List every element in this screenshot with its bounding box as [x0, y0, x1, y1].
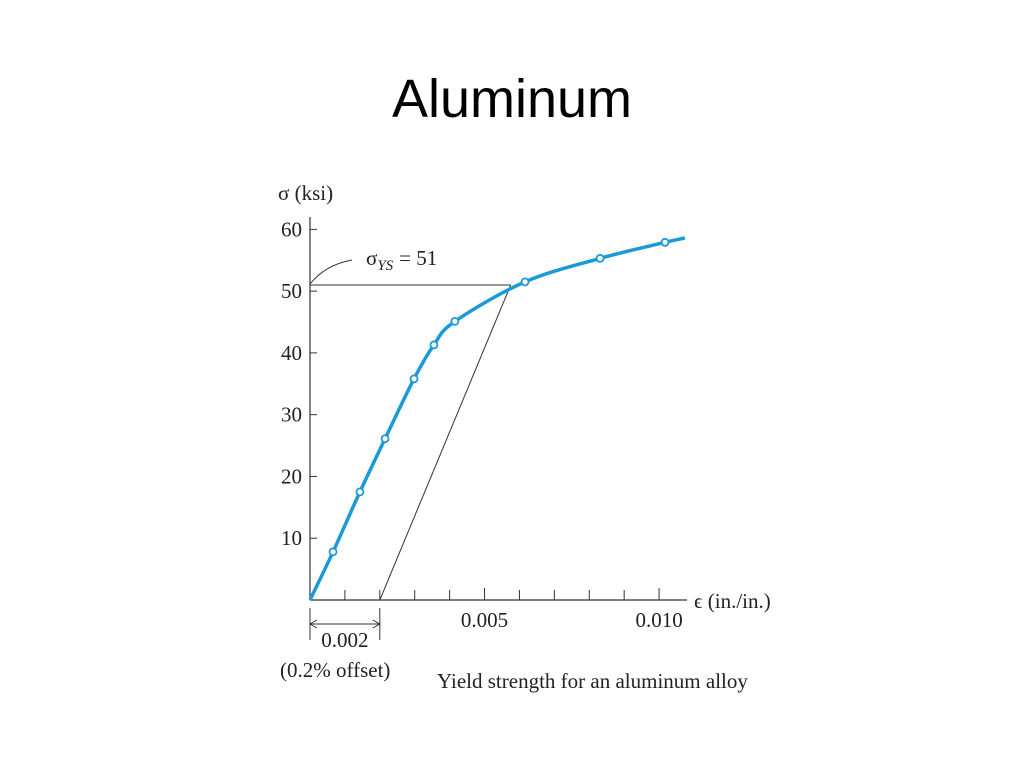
dimension-arrow	[308, 619, 381, 629]
y-tick-label: 40	[281, 341, 302, 365]
x-axis-label: ϵ (in./in.)	[694, 589, 771, 613]
offset-note: (0.2% offset)	[280, 658, 390, 682]
offset-label: 0.002	[321, 628, 368, 652]
yield-symbol: σ	[366, 246, 377, 270]
x-tick-label: 0.010	[635, 608, 682, 632]
yield-annotation: σYS = 51	[366, 246, 437, 274]
y-tick-label: 30	[281, 403, 302, 427]
offset-line	[379, 284, 512, 601]
curve	[308, 236, 686, 601]
slide-title: Aluminum	[392, 69, 632, 129]
data-point	[595, 253, 605, 263]
y-tick-label: 20	[281, 464, 302, 488]
data-point	[409, 374, 419, 384]
annotation-leader	[309, 259, 353, 285]
x-tick-label: 0.005	[461, 608, 508, 632]
data-point	[660, 237, 670, 247]
caption: Yield strength for an aluminum alloy	[437, 669, 748, 693]
data-point	[328, 547, 338, 557]
yield-text: = 51	[399, 246, 437, 270]
data-point	[429, 340, 439, 350]
yield-subscript: YS	[377, 258, 393, 274]
y-axis-label: σ (ksi)	[278, 181, 333, 205]
data-point	[380, 434, 390, 444]
y-tick-label: 60	[281, 217, 302, 241]
data-point	[520, 277, 530, 287]
data-point	[450, 316, 460, 326]
data-point	[355, 487, 365, 497]
y-tick-label: 50	[281, 279, 302, 303]
y-tick-label: 10	[281, 526, 302, 550]
